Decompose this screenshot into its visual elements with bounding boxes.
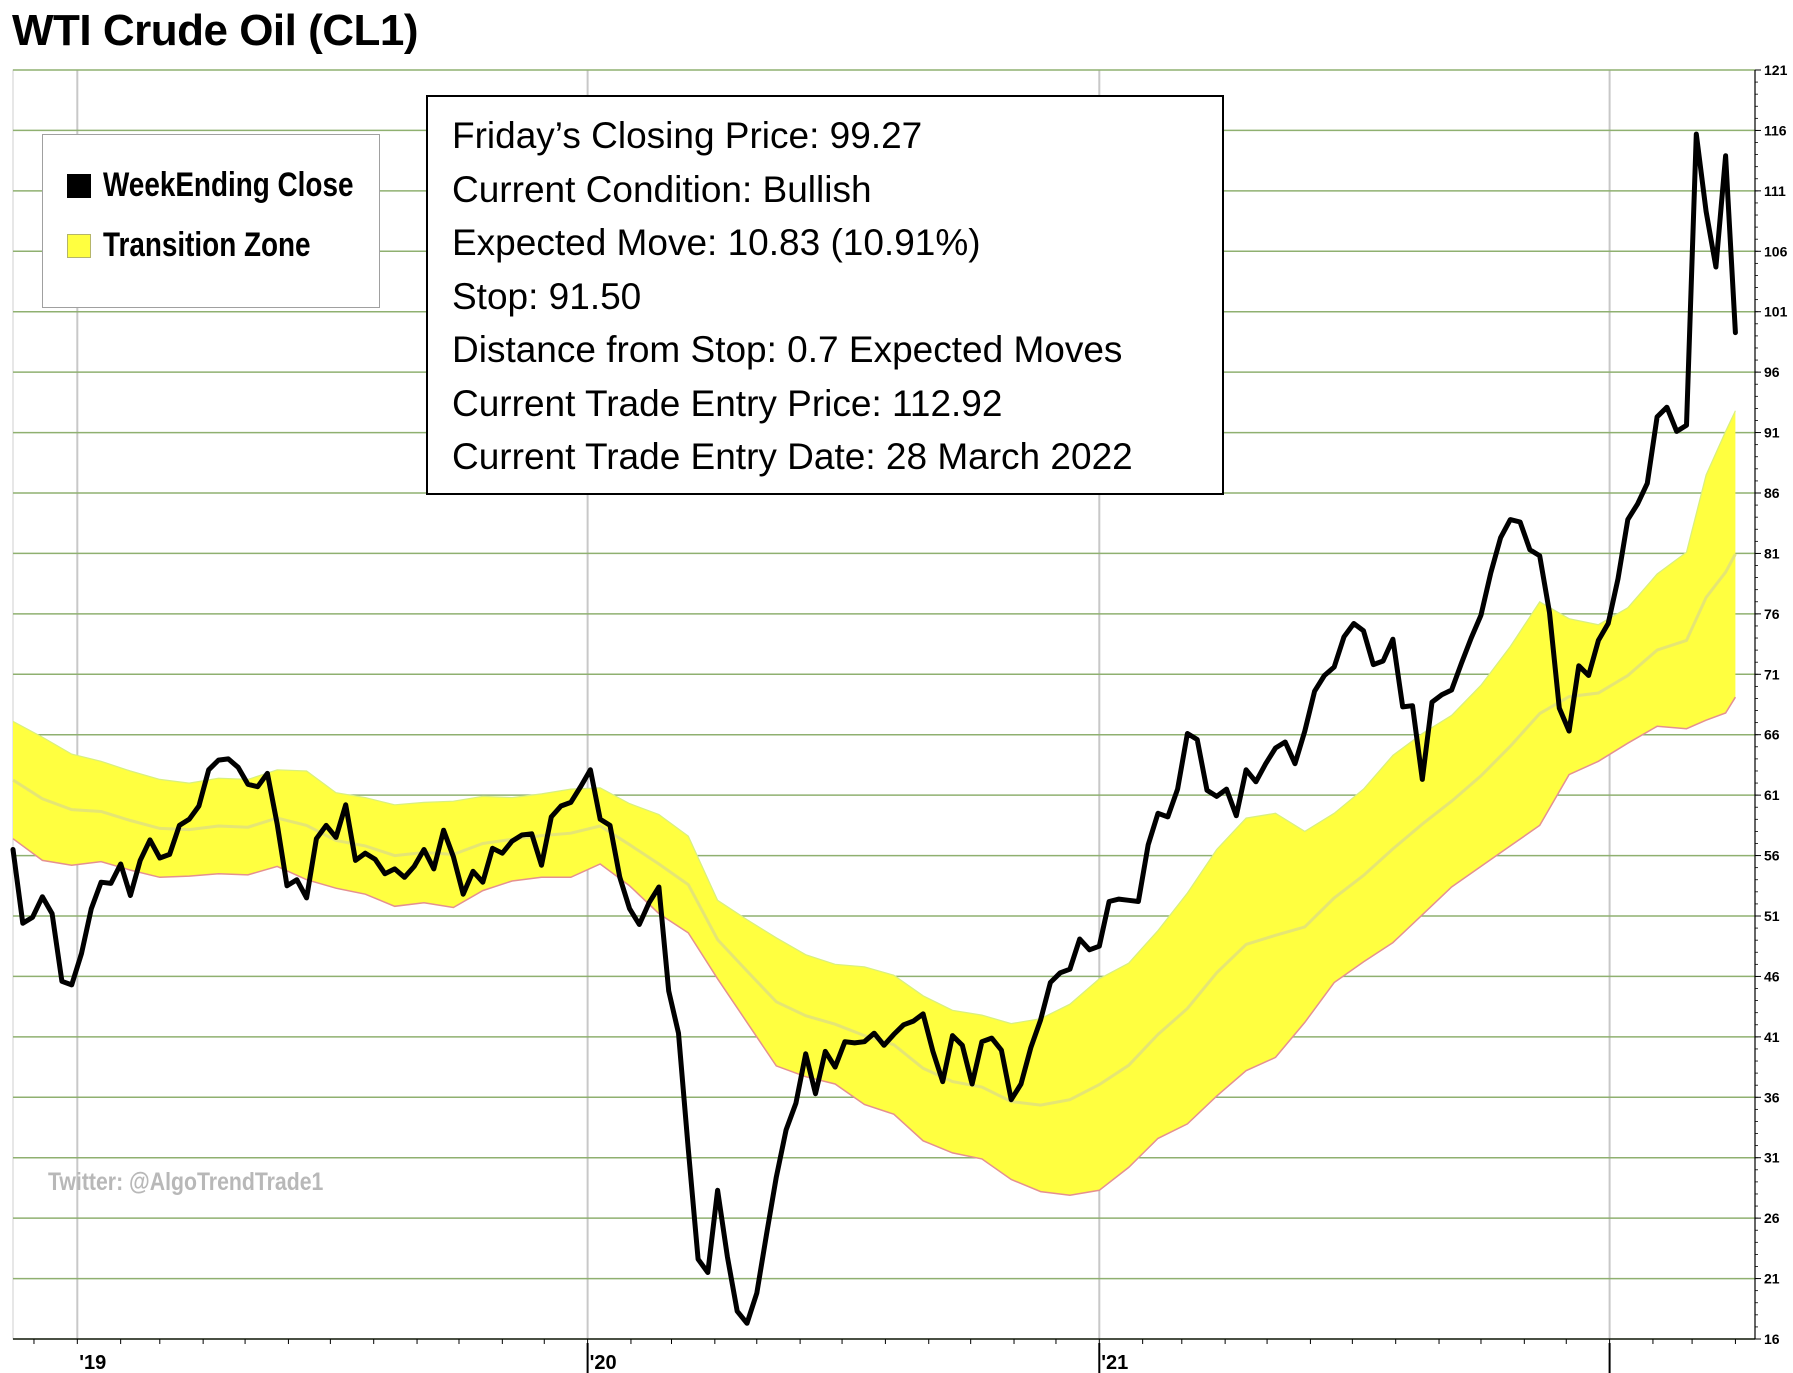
legend-label: Transition Zone (103, 226, 311, 264)
y-tick-label: 91 (1764, 425, 1780, 441)
info-entry-price: Current Trade Entry Price: 112.92 (452, 382, 1003, 424)
transition-zone-band (12, 410, 1737, 1196)
legend-swatch-yellow (67, 233, 91, 258)
x-tick-label: '19 (79, 1352, 106, 1373)
legend-item-weekending-close: WeekEnding Close (67, 166, 408, 205)
y-tick-label: 61 (1764, 787, 1780, 803)
legend-swatch-black (67, 173, 91, 198)
weekending-close-line (10, 131, 1738, 1326)
y-tick-label: 101 (1764, 304, 1788, 320)
y-tick-label: 71 (1764, 666, 1780, 682)
info-expected-move: Expected Move: 10.83 (10.91%) (452, 222, 981, 263)
y-tick-label: 111 (1764, 183, 1786, 199)
y-tick-label: 116 (1764, 122, 1787, 138)
info-distance-from-stop: Distance from Stop: 0.7 Expected Moves (452, 329, 1123, 370)
y-tick-label: 16 (1764, 1331, 1780, 1347)
legend-item-transition-zone: Transition Zone (67, 226, 356, 265)
transition-zone-midline (12, 553, 1737, 1107)
y-tick-label: 41 (1764, 1029, 1780, 1045)
y-tick-label: 56 (1764, 848, 1780, 864)
transition-zone-lower-edge (12, 696, 1737, 1196)
weekending-close-series (10, 131, 1738, 1326)
y-tick-label: 66 (1764, 727, 1780, 743)
y-tick-label: 36 (1764, 1089, 1780, 1105)
x-tick-label: '21 (1101, 1352, 1128, 1373)
transition-zone-fill (13, 410, 1736, 1196)
info-entry-date: Current Trade Entry Date: 28 March 2022 (452, 436, 1133, 477)
legend: WeekEnding Close Transition Zone (42, 134, 380, 308)
x-tick-label: '20 (590, 1352, 617, 1373)
axes: 16 21 26 31 36 41 46 51 56 61 66 71 76 81 86 91 96 101 106… (13, 62, 1788, 1373)
y-tick-label: 81 (1764, 545, 1780, 561)
y-tick-label: 86 (1764, 485, 1780, 501)
chart-title: WTI Crude Oil (CL1) (12, 6, 419, 55)
y-tick-label: 21 (1764, 1271, 1780, 1287)
y-tick-label: 31 (1764, 1150, 1780, 1166)
y-tick-label: 96 (1764, 364, 1780, 380)
info-closing-price: Friday’s Closing Price: 99.27 (452, 115, 923, 156)
y-tick-label: 46 (1764, 968, 1780, 984)
y-tick-label: 26 (1764, 1210, 1780, 1226)
y-tick-label: 106 (1764, 243, 1788, 259)
legend-label: WeekEnding Close (103, 166, 354, 204)
y-tick-label: 76 (1764, 606, 1780, 622)
y-tick-label: 121 (1764, 62, 1788, 78)
info-current-condition: Current Condition: Bullish (452, 168, 872, 210)
trade-info-box: Friday’s Closing Price: 99.27 Current Co… (426, 95, 1224, 495)
info-stop: Stop: 91.50 (452, 275, 642, 317)
twitter-watermark: Twitter: @AlgoTrendTrade1 (48, 1168, 324, 1196)
y-tick-label: 51 (1764, 908, 1780, 924)
transition-zone-upper-edge (12, 410, 1736, 1025)
